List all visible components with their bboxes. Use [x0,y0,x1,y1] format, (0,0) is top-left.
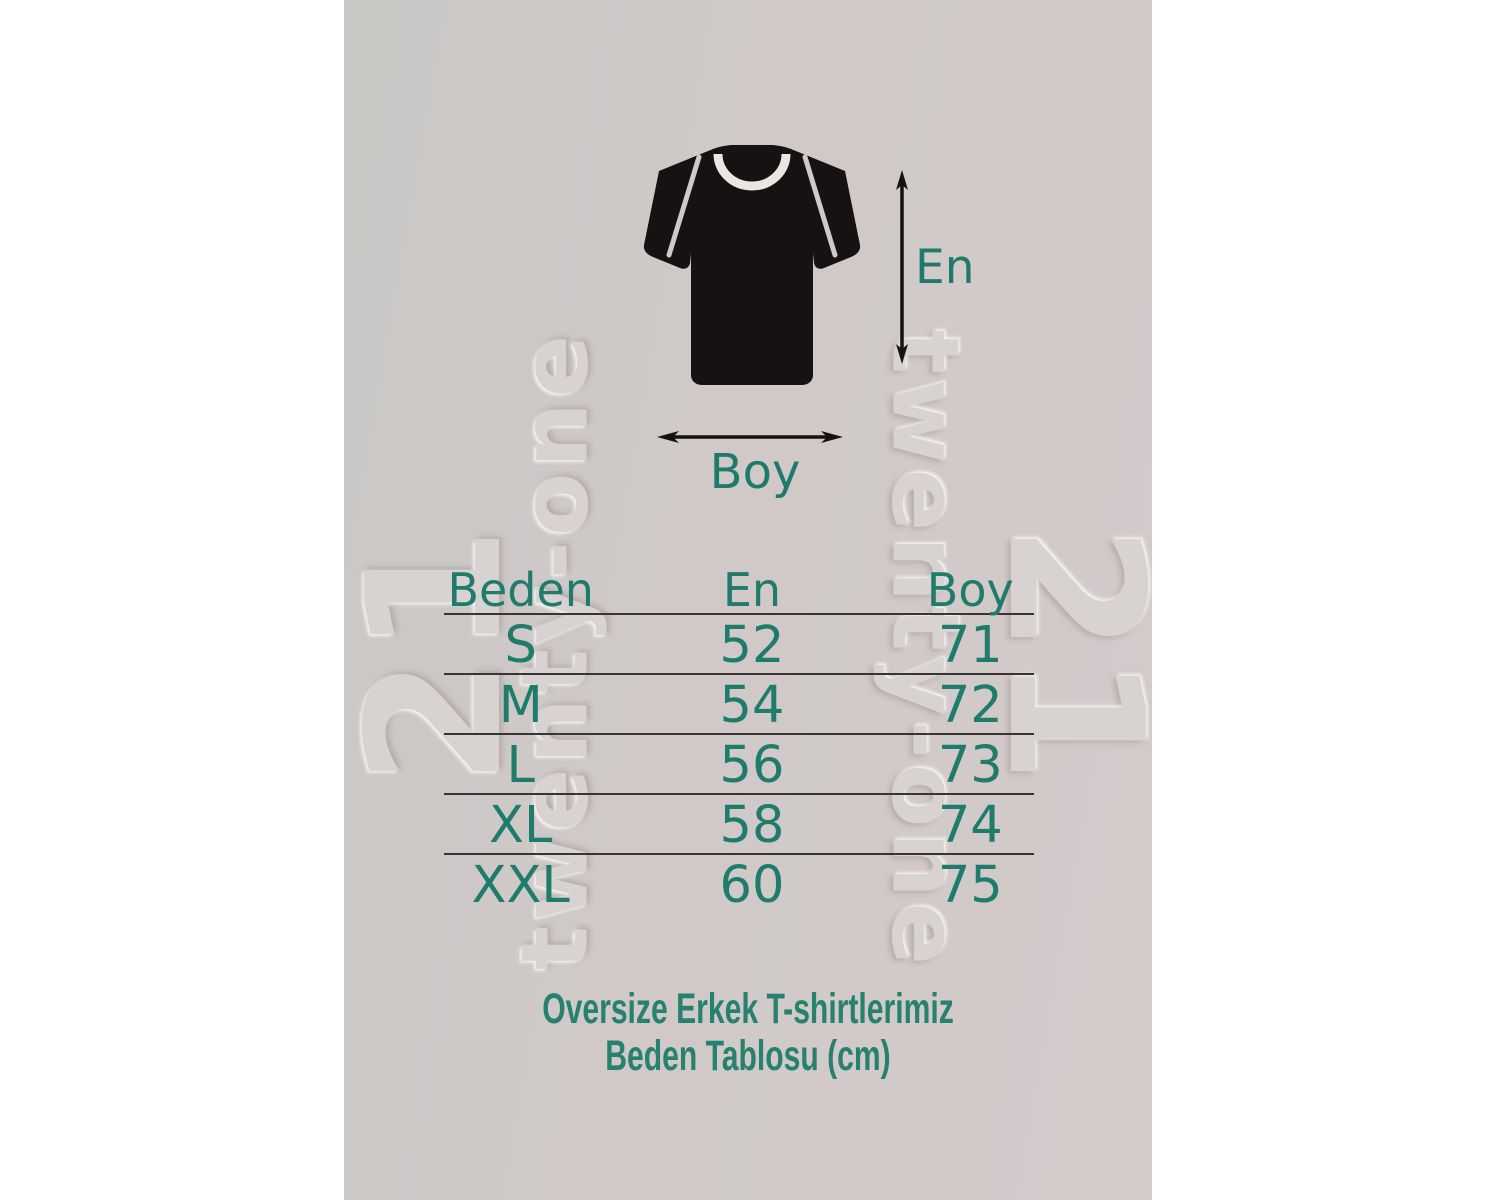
boy-cell: 71 [937,615,1003,675]
size-cell: XXL [471,855,570,915]
table-row-xl: XL 58 74 [444,795,1034,855]
width-arrow-label: Boy [709,444,801,500]
chart-caption: Oversize Erkek T-shirtlerimiz Beden Tabl… [344,986,1152,1080]
header-boy: Boy [926,563,1014,617]
table-row-s: S 52 71 [444,615,1034,675]
size-cell: XL [489,795,553,855]
caption-line-1: Oversize Erkek T-shirtlerimiz [542,985,954,1033]
caption-line-2: Beden Tablosu (cm) [605,1032,891,1080]
en-cell: 56 [719,735,785,795]
boy-cell: 72 [937,675,1003,735]
boy-cell: 73 [937,735,1003,795]
en-cell: 60 [719,855,785,915]
size-chart-panel: twenty-one twenty-one 21 21 En Boy B [344,0,1152,1200]
header-en: En [722,563,782,617]
table-row-xxl: XXL 60 75 [444,855,1034,913]
boy-cell: 74 [937,795,1003,855]
height-arrow-label: En [915,240,975,295]
width-measure-arrow [657,431,843,443]
header-beden: Beden [447,563,594,617]
height-measure-arrow [896,170,908,364]
table-row-m: M 54 72 [444,675,1034,735]
boy-cell: 75 [937,855,1003,915]
size-cell: S [504,615,537,675]
size-cell: M [498,675,543,735]
size-table: Beden En Boy S 52 71 M 54 72 L 56 73 XL [444,565,1034,913]
table-row-l: L 56 73 [444,735,1034,795]
en-cell: 58 [719,795,785,855]
table-header-row: Beden En Boy [444,565,1034,615]
en-cell: 52 [719,615,785,675]
size-cell: L [506,735,535,795]
en-cell: 54 [719,675,785,735]
tshirt-icon [643,145,861,385]
